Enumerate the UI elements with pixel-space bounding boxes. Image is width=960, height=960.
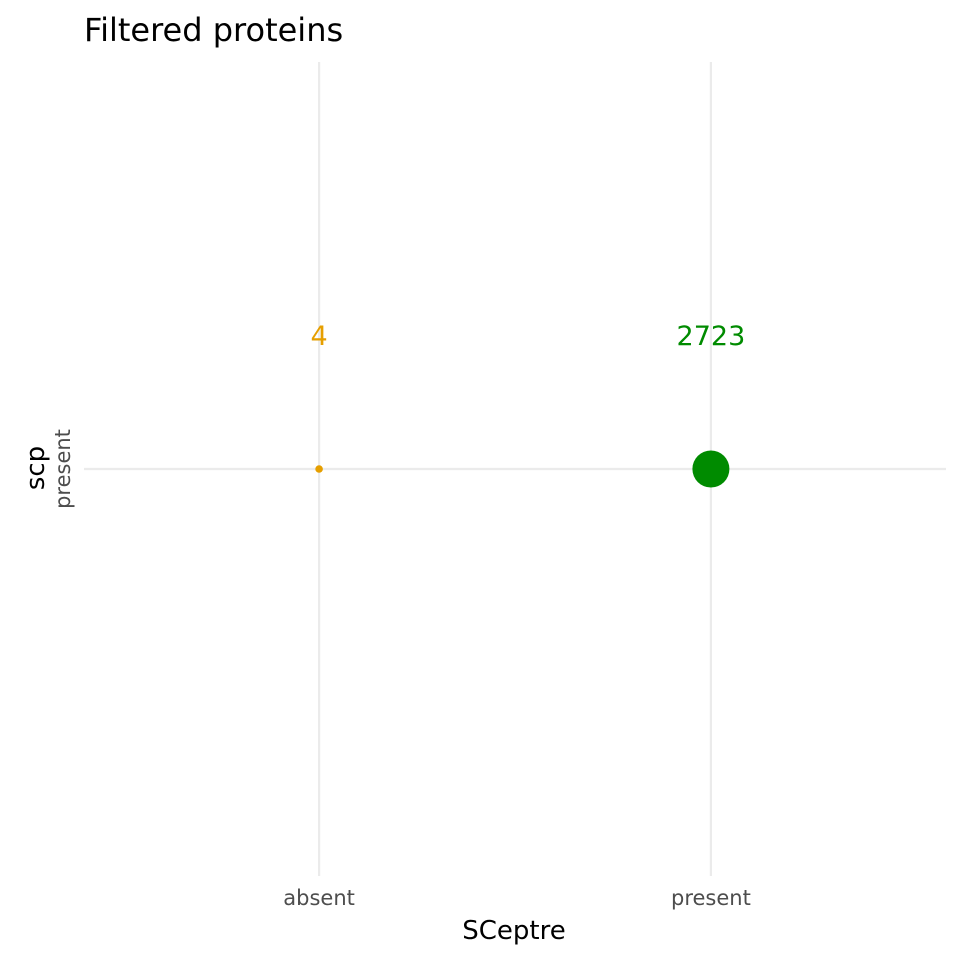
data-label: 2723 [677, 321, 746, 352]
chart-title: Filtered proteins [84, 11, 343, 49]
mark-layer [315, 450, 730, 488]
x-tick-label: absent [283, 886, 355, 910]
data-point [692, 450, 730, 488]
label-layer: absent present present 4 2723 [51, 321, 751, 910]
data-point [315, 465, 323, 473]
data-label: 4 [310, 321, 327, 352]
y-axis-title: scp [21, 446, 51, 490]
x-tick-label: present [671, 886, 751, 910]
y-tick-label: present [51, 429, 75, 509]
x-axis-title: SCeptre [462, 916, 565, 946]
